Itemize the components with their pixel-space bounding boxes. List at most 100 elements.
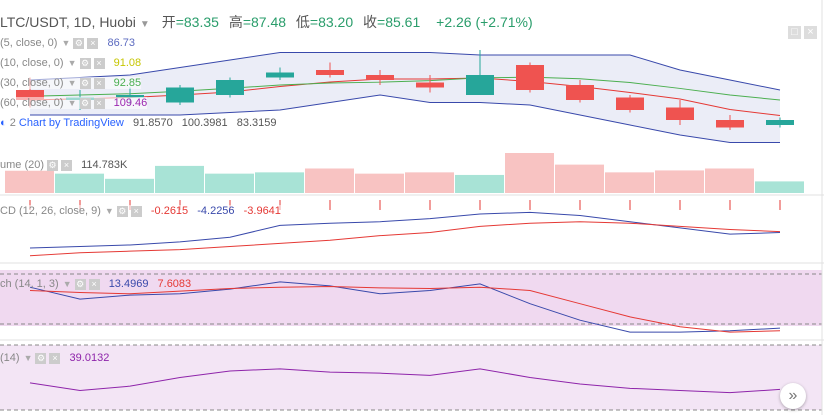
low-value: =83.20 <box>309 14 354 30</box>
volume-bar <box>605 172 654 193</box>
open-label: 开 <box>161 14 176 30</box>
candle-body <box>166 87 194 103</box>
gear-icon[interactable]: ⚙ <box>35 352 47 364</box>
candle-body <box>716 120 744 128</box>
maximize-icon[interactable]: □ <box>788 26 801 39</box>
bollinger-upper-line <box>29 52 781 91</box>
ma3-legend[interactable]: (30, close, 0) ▼ ⚙ × 92.85 <box>0 77 142 89</box>
close-value: =85.61 <box>377 14 421 30</box>
gear-icon[interactable]: ⚙ <box>79 57 91 69</box>
volume-bar <box>355 173 404 193</box>
stoch-legend[interactable]: ch (14, 1, 3) ▼ ⚙ × 13.4969 7.6083 <box>0 278 191 290</box>
symbol-title[interactable]: LTC/USDT, 1D, Huobi <box>0 14 136 30</box>
macd-value-1: -0.2615 <box>150 205 189 217</box>
macd-label: CD (12, 26, close, 9) <box>0 205 101 217</box>
chevron-down-icon[interactable]: ▼ <box>62 279 72 289</box>
macd-value-3: -3.9641 <box>243 205 281 217</box>
volume-bar <box>55 173 104 193</box>
rsi-line <box>29 368 781 394</box>
scroll-to-realtime-button[interactable]: » <box>780 383 806 409</box>
bb-value-1: 91.8570 <box>132 117 173 129</box>
close-icon[interactable]: × <box>87 37 99 49</box>
high-value: =87.48 <box>242 14 287 30</box>
gear-icon[interactable]: ⚙ <box>73 37 85 49</box>
ma1-legend[interactable]: (5, close, 0) ▼ ⚙ × 86.73 <box>0 37 135 49</box>
chevron-down-icon[interactable]: ▼ <box>61 38 71 48</box>
close-icon[interactable]: × <box>93 97 105 109</box>
rsi-label: (14) <box>0 352 20 364</box>
ma4-legend[interactable]: (60, close, 0) ▼ ⚙ × 109.46 <box>0 97 148 109</box>
candle-body <box>666 107 694 120</box>
bollinger-lower-line <box>30 94 780 143</box>
close-icon[interactable]: × <box>130 205 142 217</box>
ma-line <box>29 76 781 101</box>
rsi-legend[interactable]: (14) ▼ ⚙ × 39.0132 <box>0 352 109 364</box>
chevron-down-icon[interactable]: ▼ <box>23 353 33 363</box>
candle-body <box>616 97 644 110</box>
volume-bar <box>305 168 354 193</box>
candle-body <box>416 82 444 88</box>
volume-bar <box>205 173 254 193</box>
close-icon[interactable]: × <box>93 57 105 69</box>
close-icon[interactable]: × <box>49 352 61 364</box>
chevron-down-icon[interactable]: ▼ <box>67 78 77 88</box>
close-icon[interactable]: × <box>804 26 817 39</box>
open-value: =83.35 <box>175 14 219 30</box>
close-icon[interactable]: × <box>61 159 73 171</box>
ma2-legend[interactable]: (10, close, 0) ▼ ⚙ × 91.08 <box>0 57 142 69</box>
volume-legend[interactable]: ume (20) ⚙ × 114.783K <box>0 159 128 171</box>
volume-bar <box>5 170 54 193</box>
gear-icon[interactable]: ⚙ <box>74 278 86 290</box>
bb-value-3: 83.3159 <box>236 117 277 129</box>
candle-body <box>366 75 394 80</box>
candle-body <box>766 120 794 125</box>
ma-line <box>29 77 781 116</box>
bb-legend[interactable]: ◐ 2 Chart by TradingView 91.8570 100.398… <box>0 117 277 129</box>
macd-legend[interactable]: CD (12, 26, close, 9) ▼ ⚙ × -0.2615 -4.2256… <box>0 205 281 217</box>
chevron-down-icon[interactable]: ▼ <box>139 19 150 30</box>
candle-body <box>316 70 344 75</box>
ma2-label: (10, close, 0) <box>0 57 64 69</box>
gear-icon[interactable]: ⚙ <box>79 77 91 89</box>
candle-body <box>116 95 144 98</box>
close-icon[interactable]: × <box>93 77 105 89</box>
candle-body <box>566 85 594 100</box>
volume-bar <box>655 170 704 193</box>
stoch-value-1: 13.4969 <box>108 278 149 290</box>
volume-bar <box>755 181 804 193</box>
stoch-band <box>0 270 822 326</box>
bb-value-2: 100.3981 <box>181 117 228 129</box>
volume-bar <box>705 168 754 193</box>
chevron-down-icon[interactable]: ▼ <box>67 58 77 68</box>
rsi-band <box>0 345 822 410</box>
stoch-label: ch (14, 1, 3) <box>0 278 59 290</box>
volume-bar <box>405 172 454 193</box>
close-icon[interactable]: × <box>88 278 100 290</box>
candle-body <box>516 65 544 90</box>
stoch-value-2: 7.6083 <box>157 278 192 290</box>
macd-value-2: -4.2256 <box>197 205 235 217</box>
volume-bar <box>505 153 554 193</box>
gear-icon[interactable]: ⚙ <box>116 205 128 217</box>
bb-label: 2 <box>9 117 16 129</box>
symbol-header: LTC/USDT, 1D, Huobi ▼ 开=83.35 高=87.48 低=8… <box>0 12 533 32</box>
chevron-down-icon[interactable]: ▼ <box>104 206 114 216</box>
gear-icon[interactable]: ⚙ <box>47 159 59 171</box>
macd-signal-line <box>29 221 781 257</box>
stoch-k-line <box>29 281 781 333</box>
chevron-down-icon[interactable]: ▼ <box>67 98 77 108</box>
candle-body <box>16 90 44 100</box>
ma4-label: (60, close, 0) <box>0 97 64 109</box>
gear-icon[interactable]: ⚙ <box>79 97 91 109</box>
watermark: Chart by TradingView <box>18 117 124 129</box>
ma4-value: 109.46 <box>113 97 148 109</box>
candle-body <box>216 80 244 95</box>
macd-line <box>29 211 781 249</box>
volume-bar <box>455 174 504 193</box>
tradingview-logo-icon: ◐ <box>0 117 7 129</box>
stoch-d-line <box>29 286 781 333</box>
low-label: 低 <box>295 14 310 30</box>
volume-bar <box>155 165 204 193</box>
